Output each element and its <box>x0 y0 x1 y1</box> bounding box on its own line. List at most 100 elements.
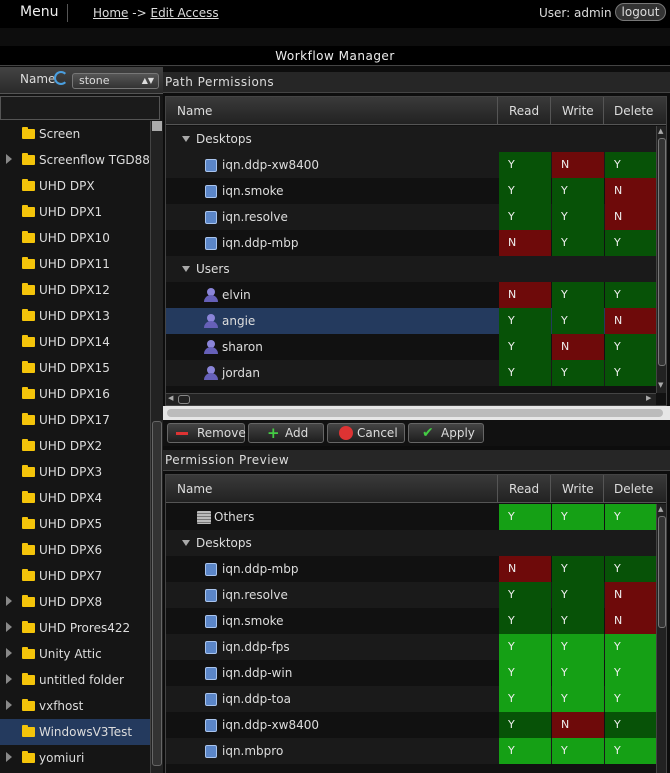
table-row[interactable]: iqn.resolve Y Y N <box>166 204 657 230</box>
scrollbar-thumb[interactable] <box>658 516 666 628</box>
delete-permission-cell[interactable]: N <box>605 608 657 634</box>
read-permission-cell[interactable]: N <box>499 556 551 582</box>
group-row[interactable]: Users <box>166 256 656 282</box>
folder-tree-item[interactable]: UHD DPX3 <box>0 459 150 485</box>
folder-tree-item[interactable]: UHD DPX1 <box>0 199 150 225</box>
delete-permission-cell[interactable]: Y <box>605 152 657 178</box>
expand-arrow-icon[interactable] <box>6 154 12 164</box>
folder-tree-item[interactable]: UHD DPX11 <box>0 251 150 277</box>
table-row[interactable]: iqn.ddp-toa Y Y Y <box>166 686 657 712</box>
column-name[interactable]: Name <box>166 475 498 503</box>
scroll-left-icon[interactable]: ◀ <box>168 394 174 402</box>
horizontal-scrollbar-track[interactable] <box>167 409 663 417</box>
write-permission-cell[interactable]: Y <box>552 634 604 660</box>
scroll-down-icon[interactable]: ▼ <box>658 381 664 389</box>
add-button[interactable]: + Add <box>248 423 324 443</box>
write-permission-cell[interactable]: Y <box>552 204 604 230</box>
read-permission-cell[interactable]: Y <box>499 738 551 764</box>
write-permission-cell[interactable]: Y <box>552 360 604 386</box>
read-permission-cell[interactable]: Y <box>499 686 551 712</box>
folder-tree-item[interactable]: WindowsV3Test <box>0 719 150 745</box>
grid-scrollbar[interactable]: ▲ ▼ <box>656 126 666 393</box>
delete-permission-cell[interactable]: Y <box>605 712 657 738</box>
menu-button[interactable]: Menu <box>20 4 59 20</box>
expand-arrow-icon[interactable] <box>6 674 12 684</box>
folder-tree-item[interactable]: UHD DPX6 <box>0 537 150 563</box>
folder-tree-item[interactable]: UHD DPX8 <box>0 589 150 615</box>
breadcrumb-edit-access-link[interactable]: Edit Access <box>150 6 219 20</box>
expand-arrow-icon[interactable] <box>6 648 12 658</box>
scrollbar-thumb[interactable] <box>152 421 162 766</box>
delete-permission-cell[interactable]: Y <box>605 686 657 712</box>
read-permission-cell[interactable]: Y <box>499 504 551 530</box>
scroll-up-icon[interactable]: ▲ <box>658 505 664 513</box>
table-row[interactable]: iqn.resolve Y Y N <box>166 582 657 608</box>
folder-tree-item[interactable]: UHD DPX15 <box>0 355 150 381</box>
write-permission-cell[interactable]: Y <box>552 608 604 634</box>
expand-arrow-icon[interactable] <box>6 700 12 710</box>
collapse-arrow-icon[interactable] <box>182 136 190 142</box>
read-permission-cell[interactable]: Y <box>499 308 551 334</box>
scroll-right-icon[interactable]: ▶ <box>646 394 652 402</box>
folder-tree-item[interactable]: Screen <box>0 121 150 147</box>
folder-tree-item[interactable]: Unity Attic <box>0 641 150 667</box>
column-name[interactable]: Name <box>166 97 498 125</box>
table-row[interactable]: iqn.ddp-mbp N Y Y <box>166 556 657 582</box>
column-read[interactable]: Read <box>498 97 551 125</box>
write-permission-cell[interactable]: Y <box>552 582 604 608</box>
write-permission-cell[interactable]: Y <box>552 282 604 308</box>
write-permission-cell[interactable]: Y <box>552 556 604 582</box>
collapse-arrow-icon[interactable] <box>182 266 190 272</box>
write-permission-cell[interactable]: Y <box>552 504 604 530</box>
expand-arrow-icon[interactable] <box>6 596 12 606</box>
table-row[interactable]: iqn.ddp-fps Y Y Y <box>166 634 657 660</box>
read-permission-cell[interactable]: Y <box>499 152 551 178</box>
table-row[interactable]: Others Y Y Y <box>166 504 657 530</box>
expand-arrow-icon[interactable] <box>6 752 12 762</box>
scroll-up-icon[interactable]: ▲ <box>658 127 664 135</box>
folder-tree-item[interactable]: UHD Prores422 <box>0 615 150 641</box>
folder-tree-item[interactable]: UHD DPX16 <box>0 381 150 407</box>
table-row[interactable]: iqn.smoke Y Y N <box>166 608 657 634</box>
write-permission-cell[interactable]: Y <box>552 230 604 256</box>
folder-tree-item[interactable]: UHD DPX14 <box>0 329 150 355</box>
table-row[interactable]: jordan Y Y Y <box>166 360 657 386</box>
table-row[interactable]: iqn.smoke Y Y N <box>166 178 657 204</box>
folder-tree-item[interactable]: UHD DPX13 <box>0 303 150 329</box>
read-permission-cell[interactable]: N <box>499 230 551 256</box>
refresh-icon[interactable] <box>54 71 68 85</box>
column-write[interactable]: Write <box>551 97 604 125</box>
collapse-arrow-icon[interactable] <box>182 540 190 546</box>
read-permission-cell[interactable]: N <box>499 282 551 308</box>
breadcrumb-home-link[interactable]: Home <box>93 6 129 20</box>
read-permission-cell[interactable]: Y <box>499 582 551 608</box>
cancel-button[interactable]: Cancel <box>327 423 405 443</box>
read-permission-cell[interactable]: Y <box>499 634 551 660</box>
table-row[interactable]: iqn.ddp-win Y Y Y <box>166 660 657 686</box>
apply-button[interactable]: ✔ Apply <box>408 423 484 443</box>
group-row[interactable]: Desktops <box>166 126 656 152</box>
read-permission-cell[interactable]: Y <box>499 608 551 634</box>
remove-button[interactable]: Remove <box>167 423 246 443</box>
scrollbar-thumb[interactable] <box>178 395 190 404</box>
table-row[interactable]: angie Y Y N <box>166 308 657 334</box>
folder-tree-item[interactable]: UHD DPX10 <box>0 225 150 251</box>
folder-tree-item[interactable]: UHD DPX5 <box>0 511 150 537</box>
column-delete[interactable]: Delete <box>614 482 654 496</box>
scrollbar-thumb[interactable] <box>658 138 666 366</box>
delete-permission-cell[interactable]: Y <box>605 230 657 256</box>
grid-scrollbar[interactable]: ▲ <box>656 504 666 773</box>
delete-permission-cell[interactable]: Y <box>605 556 657 582</box>
write-permission-cell[interactable]: Y <box>552 660 604 686</box>
write-permission-cell[interactable]: Y <box>552 178 604 204</box>
table-row[interactable]: iqn.ddp-mbp N Y Y <box>166 230 657 256</box>
folder-tree-item[interactable]: untitled folder <box>0 667 150 693</box>
delete-permission-cell[interactable]: Y <box>605 660 657 686</box>
delete-permission-cell[interactable]: Y <box>605 738 657 764</box>
logout-button[interactable]: logout <box>615 3 666 21</box>
table-row[interactable]: sharon Y N Y <box>166 334 657 360</box>
write-permission-cell[interactable]: Y <box>552 686 604 712</box>
write-permission-cell[interactable]: Y <box>552 308 604 334</box>
folder-tree-item[interactable]: UHD DPX <box>0 173 150 199</box>
write-permission-cell[interactable]: N <box>552 712 604 738</box>
